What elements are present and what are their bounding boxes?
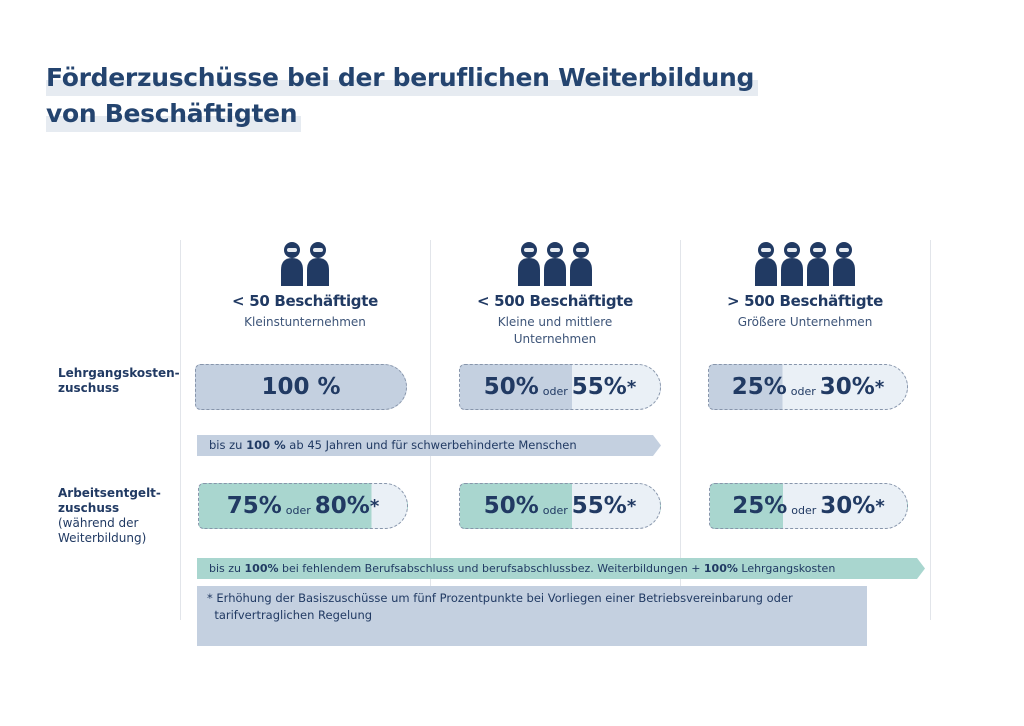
divider: [430, 240, 431, 620]
person-icon: [281, 242, 303, 286]
value-badge: 50% oder 55% *: [459, 364, 661, 410]
column-medium: < 500 Beschäftigte Kleine und mittlere U…: [430, 240, 680, 348]
column-small: < 50 Beschäftigte Kleinstunternehmen: [180, 240, 430, 331]
person-icon: [833, 242, 855, 286]
divider: [680, 240, 681, 620]
value-badge: 75% oder 80% *: [198, 483, 408, 529]
people-icon: [180, 240, 430, 288]
note-lehrgang: bis zu 100 % ab 45 Jahren und für schwer…: [197, 435, 661, 456]
person-icon: [307, 242, 329, 286]
note-arbeitsentgelt: bis zu 100% bei fehlendem Berufsabschlus…: [197, 558, 925, 579]
row-label-arbeitsentgelt: Arbeitsentgelt-zuschuss (während der Weit…: [58, 486, 161, 545]
people-icon: [680, 240, 930, 288]
person-icon: [807, 242, 829, 286]
page-title: Förderzuschüsse bei der beruflichen Weit…: [46, 60, 759, 132]
person-icon: [544, 242, 566, 286]
divider: [930, 240, 931, 620]
people-icon: [430, 240, 680, 288]
value-badge: 100 %: [195, 364, 407, 410]
person-icon: [755, 242, 777, 286]
row-label-lehrgang: Lehrgangskosten-zuschuss: [58, 366, 180, 395]
footnote: * Erhöhung der Basiszuschüsse um fünf Pr…: [197, 586, 867, 646]
divider: [180, 240, 181, 620]
person-icon: [781, 242, 803, 286]
value-badge: 25% oder 30% *: [708, 364, 908, 410]
person-icon: [518, 242, 540, 286]
value-badge: 50% oder 55% *: [459, 483, 661, 529]
column-large: > 500 Beschäftigte Größere Unternehmen: [680, 240, 930, 331]
person-icon: [570, 242, 592, 286]
value-badge: 25% oder 30% *: [709, 483, 908, 529]
